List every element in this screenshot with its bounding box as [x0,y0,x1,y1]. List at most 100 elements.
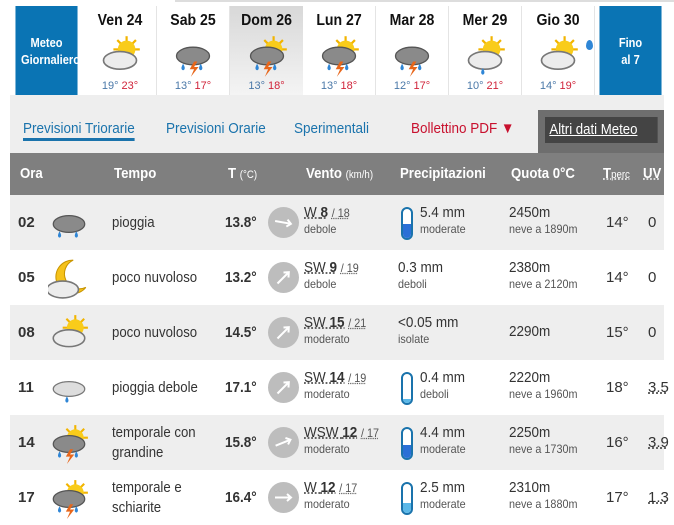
wind-speed[interactable]: W 12 [304,479,336,496]
wind-speed[interactable]: WSW 12 [304,424,357,441]
table-row: 02 pioggia 13.8° W 8 / 18 debole 5.4 mm mo… [10,195,664,250]
day-dom-26[interactable]: Dom 26 13° 18° [230,6,303,95]
tperc: 15° [606,324,629,341]
quota-value: 2450m [509,204,550,221]
tab-previsioni-triorarie[interactable]: Previsioni Triorarie [23,120,135,141]
tempo-desc: pioggia [112,213,155,233]
max-temp: 19° [560,80,577,92]
precipitation: 0.3 mm deboli [398,260,443,292]
day-temps: 13° 17° [157,80,229,92]
precipitation: 4.4 mm moderate [420,425,466,457]
quota-zero: 2310m neve a 1880m [509,480,577,512]
wind-speed[interactable]: SW 14 [304,369,345,386]
sun-thunderstorm-icon [48,423,90,465]
wind-class: moderato [304,386,366,402]
snow-level: neve a 1960m [509,386,577,402]
moon-cloud-icon [48,258,90,300]
precipitation: <0.05 mm isolate [398,315,458,347]
precip-class: moderate [420,441,466,457]
thunderstorm-icon [171,34,215,78]
quota-value: 2310m [509,479,550,496]
snow-level: neve a 1730m [509,441,577,457]
day-mer-29[interactable]: Mer 29 10° 21° [449,6,522,95]
precip-amount: 0.4 mm [420,369,465,386]
quota-zero: 2220m neve a 1960m [509,370,577,402]
quota-zero: 2380m neve a 2120m [509,260,577,292]
wind-direction-icon [268,317,299,348]
precip-amount: 4.4 mm [420,424,465,441]
wind-gust[interactable]: / 17 [361,426,379,440]
day-name: Mer 29 [453,12,516,30]
wind-gust[interactable]: / 19 [341,261,359,275]
day-gio-30[interactable]: Gio 30 14° 19° [522,6,595,95]
tperc: 18° [606,379,629,396]
min-temp: 14° [540,80,557,92]
wind-gust[interactable]: / 18 [332,206,350,220]
precipitation: 2.5 mm moderate [420,480,466,512]
precip-amount: 0.3 mm [398,259,443,276]
day-name: Mar 28 [380,12,443,30]
wind-class: debole [304,221,350,237]
day-name: Dom 26 [234,12,298,30]
day-lun-27[interactable]: Lun 27 13° 18° [303,6,376,95]
wind-gust[interactable]: / 17 [339,481,357,495]
max-temp: 18° [341,80,358,92]
ora: 11 [18,379,34,396]
uv-index: 0 [648,269,656,286]
quota-zero: 2450m neve a 1890m [509,205,577,237]
table-row: 14 temporale con grandine 15.8° WSW 12 / … [10,415,664,470]
fino-al-7-button[interactable]: Fino al 7 [599,6,661,95]
day-temps: 13° 18° [230,80,303,92]
col-tperc[interactable]: Tperc [603,165,630,182]
wind-class: moderato [304,331,366,347]
min-temp: 12° [394,80,411,92]
wind-speed[interactable]: SW 9 [304,259,337,276]
col-ora: Ora [20,165,43,182]
altri-dati-meteo-link[interactable]: Altri dati Meteo [545,117,658,143]
wind-gust[interactable]: / 19 [348,371,366,385]
sun-cloud-icon [48,313,90,355]
snow-level: neve a 2120m [509,276,577,292]
light-rain-cloud-icon [48,368,90,410]
uv-index[interactable]: 3.9 [648,434,669,451]
table-row: 17 temporale e schiarite 16.4° W 12 / 17 m… [10,470,664,525]
precip-class: deboli [420,386,465,402]
quota-zero: 2290m [509,324,550,340]
uv-index[interactable]: 3.5 [648,379,669,396]
precip-bar [401,427,413,460]
rain-drop-icon [586,40,593,50]
wind-gust[interactable]: / 21 [348,316,366,330]
temperature: 13.2° [225,269,257,286]
table-row: 11 pioggia debole 17.1° SW 14 / 19 modera… [10,360,664,415]
sun-thunderstorm-icon [48,478,90,520]
col-t-unit: (°C) [240,169,257,181]
day-sab-25[interactable]: Sab 25 13° 17° [157,6,230,95]
bollettino-pdf-dropdown[interactable]: Bollettino PDF ▼ [411,120,514,137]
tperc: 16° [606,434,629,451]
precip-class: moderate [420,496,466,512]
min-temp: 13° [321,80,338,92]
tab-previsioni-orarie[interactable]: Previsioni Orarie [166,120,266,137]
precip-amount: 5.4 mm [420,204,465,221]
wind-info: SW 15 / 21 moderato [304,315,366,347]
wind-class: debole [304,276,359,292]
day-name: Lun 27 [307,12,370,30]
day-mar-28[interactable]: Mar 28 12° 17° [376,6,449,95]
col-vento: Vento (km/h) [306,165,373,182]
uv-index: 0 [648,324,656,341]
max-temp: 18° [268,80,285,92]
uv-index[interactable]: 1.3 [648,489,669,506]
altri-dati-meteo-box: Altri dati Meteo [538,110,664,153]
quota-value: 2380m [509,259,550,276]
wind-class: moderato [304,441,379,457]
rain-cloud-icon [48,203,90,245]
wind-direction-icon [268,372,299,403]
wind-direction-icon [268,207,299,238]
wind-speed[interactable]: W 8 [304,204,328,221]
wind-speed[interactable]: SW 15 [304,314,345,331]
tab-sperimentali[interactable]: Sperimentali [294,120,369,137]
col-uv[interactable]: UV [643,165,661,182]
precip-bar [401,372,413,405]
day-ven-24[interactable]: Ven 24 19° 23° [84,6,157,95]
meteo-giornaliero-button[interactable]: Meteo Giornaliero [15,6,77,95]
